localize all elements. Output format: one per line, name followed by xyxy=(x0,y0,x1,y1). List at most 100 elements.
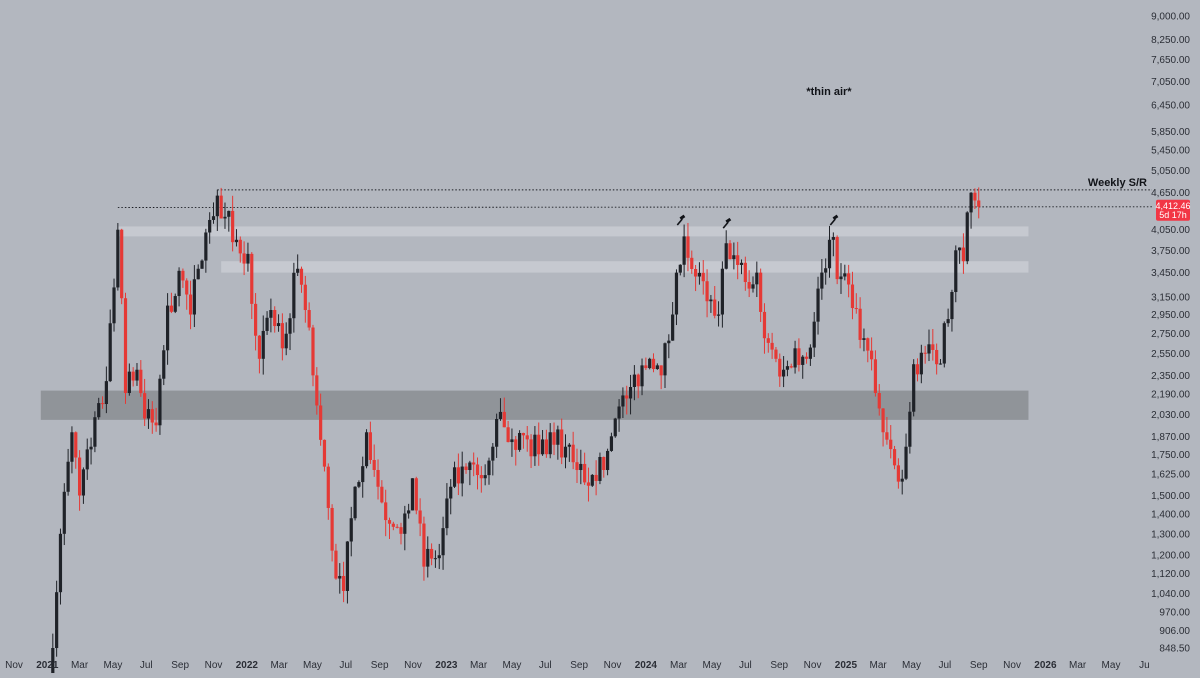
top-marker-icon xyxy=(829,214,839,226)
candle xyxy=(552,422,556,456)
candle-body xyxy=(778,358,782,377)
candle-body xyxy=(495,418,499,447)
candle-body xyxy=(831,237,835,240)
candle xyxy=(950,289,954,332)
candle-body xyxy=(789,366,793,368)
x-tick-label: May xyxy=(703,660,722,671)
candle xyxy=(257,335,262,374)
candle xyxy=(407,503,411,519)
reference-lines-layer xyxy=(117,189,1153,208)
candle xyxy=(483,464,487,486)
candle xyxy=(912,359,916,417)
y-tick-label: 5,850.00 xyxy=(1151,127,1190,138)
candle-body xyxy=(426,548,430,567)
candle-body xyxy=(292,272,296,319)
last-price-box xyxy=(1156,199,1190,221)
candle-body xyxy=(146,409,151,419)
candle xyxy=(85,438,89,480)
y-tick-label: 848.50 xyxy=(1159,644,1190,655)
candle-body xyxy=(445,498,449,529)
candle-body xyxy=(766,338,770,343)
candle xyxy=(265,311,269,335)
candle xyxy=(946,308,950,327)
candle xyxy=(954,245,958,303)
candle xyxy=(728,240,732,260)
x-tick-label: Jul xyxy=(140,660,153,671)
candle xyxy=(835,235,839,285)
candle xyxy=(338,563,342,594)
candle xyxy=(100,396,105,409)
candle-body xyxy=(847,273,851,285)
candle-body xyxy=(345,541,350,591)
candle-body xyxy=(265,317,269,331)
candle-body xyxy=(330,507,334,551)
candle-body xyxy=(801,356,805,365)
candle-body xyxy=(812,321,816,348)
candle xyxy=(908,402,912,454)
candle xyxy=(303,275,307,323)
candle-body xyxy=(759,272,763,312)
candle xyxy=(866,337,870,363)
candle-body xyxy=(77,457,82,496)
candle xyxy=(253,293,258,351)
candle-body xyxy=(816,288,820,322)
candle-body xyxy=(866,338,870,351)
candle-body xyxy=(521,432,526,436)
y-tick-label: 1,500.00 xyxy=(1151,491,1190,502)
candle xyxy=(544,429,548,458)
candle xyxy=(919,344,923,384)
candle-body xyxy=(123,298,128,394)
candle xyxy=(234,229,239,247)
candle-body xyxy=(93,417,97,447)
sr-zone-1 xyxy=(117,226,1029,237)
candle-body xyxy=(613,418,617,437)
candle xyxy=(847,264,851,298)
candle xyxy=(437,543,441,570)
candle-body xyxy=(877,393,881,409)
candle xyxy=(885,417,889,445)
candle xyxy=(196,264,200,280)
candle-body xyxy=(912,364,916,412)
candle xyxy=(904,433,908,481)
x-tick-label: Sep xyxy=(171,660,189,671)
candle-body xyxy=(353,486,357,519)
x-tick-label: Jul xyxy=(739,660,752,671)
candle xyxy=(594,460,598,496)
y-tick-label: 3,750.00 xyxy=(1151,246,1190,257)
candle-body xyxy=(311,327,315,376)
candle xyxy=(242,241,246,276)
candle xyxy=(97,397,101,420)
candle-body xyxy=(154,422,158,426)
candle-body xyxy=(655,365,659,370)
candle-body xyxy=(517,432,522,450)
x-tick-label: Mar xyxy=(1069,660,1087,671)
candle-body xyxy=(697,272,702,277)
y-tick-label: 7,050.00 xyxy=(1151,77,1190,88)
candle-body xyxy=(713,299,717,316)
candle xyxy=(433,550,438,568)
candle xyxy=(353,486,357,521)
marker-head xyxy=(679,214,686,220)
candle xyxy=(491,443,495,476)
candle-body xyxy=(605,450,610,471)
candle xyxy=(628,374,633,415)
candle xyxy=(231,195,235,252)
marker-stem xyxy=(676,218,683,226)
candle-body xyxy=(644,365,648,369)
candle xyxy=(349,506,353,557)
x-tick-label: Sep xyxy=(371,660,389,671)
candle xyxy=(686,222,690,272)
candle-body xyxy=(66,461,70,492)
candle xyxy=(177,267,181,307)
candle-body xyxy=(407,510,411,514)
candle-body xyxy=(472,462,476,465)
candle xyxy=(74,431,78,469)
candle-body xyxy=(257,335,262,359)
candle-body xyxy=(169,305,174,312)
candle xyxy=(732,242,736,270)
candle-body xyxy=(299,268,304,285)
candle xyxy=(70,426,74,474)
y-tick-label: 2,190.00 xyxy=(1151,390,1190,401)
